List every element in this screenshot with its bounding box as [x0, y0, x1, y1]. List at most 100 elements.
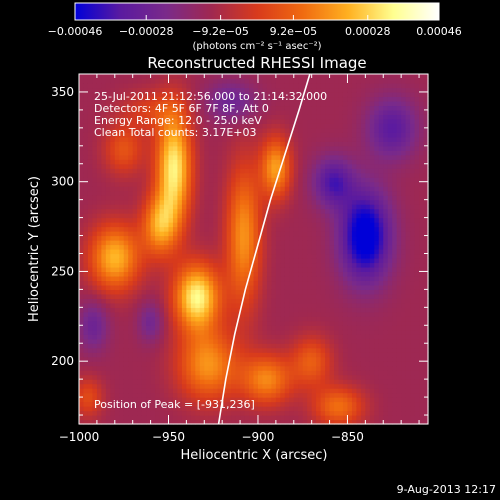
- heatmap-cell: [83, 87, 89, 93]
- heatmap-cell: [271, 392, 277, 398]
- heatmap-cell: [356, 293, 362, 299]
- heatmap-cell: [195, 307, 201, 313]
- heatmap-cell: [155, 136, 161, 142]
- heatmap-cell: [351, 388, 358, 394]
- heatmap-cell: [316, 249, 322, 255]
- heatmap-cell: [334, 271, 340, 277]
- heatmap-cell: [342, 168, 349, 174]
- heatmap-cell: [325, 365, 331, 371]
- heatmap-cell: [199, 249, 205, 255]
- heatmap-cell: [105, 257, 111, 264]
- heatmap-cell: [101, 163, 107, 169]
- heatmap-cell: [137, 280, 143, 286]
- heatmap-cell: [159, 136, 165, 142]
- heatmap-cell: [132, 186, 138, 192]
- heatmap-cell: [208, 419, 214, 425]
- heatmap-cell: [208, 347, 214, 353]
- heatmap-cell: [137, 410, 143, 416]
- heatmap-cell: [334, 74, 340, 80]
- heatmap-cell: [217, 343, 223, 349]
- heatmap-cell: [132, 244, 138, 250]
- colorbar-unit-label: (photons cm⁻² s⁻¹ asec⁻²): [192, 41, 321, 52]
- heatmap-cell: [199, 114, 205, 120]
- heatmap-cell: [177, 127, 183, 133]
- heatmap-cell: [347, 154, 353, 160]
- heatmap-cell: [356, 406, 362, 412]
- heatmap-cell: [271, 383, 277, 389]
- heatmap-cell: [275, 249, 281, 255]
- heatmap-cell: [92, 190, 98, 196]
- heatmap-cell: [159, 410, 165, 416]
- heatmap-cell: [334, 244, 340, 250]
- heatmap-cell: [289, 114, 295, 120]
- heatmap-cell: [146, 262, 152, 268]
- heatmap-cell: [119, 334, 125, 340]
- heatmap-cell: [168, 370, 174, 376]
- heatmap-cell: [320, 105, 326, 111]
- heatmap-cell: [155, 311, 161, 317]
- heatmap-cell: [266, 96, 272, 102]
- heatmap-cell: [146, 365, 152, 371]
- heatmap-cell: [168, 410, 174, 416]
- heatmap-cell: [334, 275, 340, 282]
- heatmap-cell: [204, 284, 210, 290]
- heatmap-cell: [262, 118, 268, 124]
- heatmap-cell: [320, 320, 326, 326]
- heatmap-cell: [320, 289, 326, 295]
- heatmap-cell: [79, 141, 85, 147]
- heatmap-cell: [329, 338, 335, 344]
- heatmap-cell: [262, 177, 268, 183]
- heatmap-cell: [119, 244, 125, 250]
- heatmap-cell: [235, 329, 241, 335]
- heatmap-cell: [195, 293, 201, 299]
- heatmap-cell: [137, 311, 143, 317]
- heatmap-cell: [119, 361, 125, 367]
- heatmap-cell: [266, 159, 272, 165]
- heatmap-cell: [329, 379, 335, 385]
- heatmap-cell: [342, 338, 349, 344]
- heatmap-cell: [181, 415, 187, 421]
- heatmap-cell: [177, 87, 183, 93]
- heatmap-cell: [79, 334, 85, 340]
- heatmap-cell: [114, 280, 120, 286]
- heatmap-cell: [342, 406, 349, 412]
- heatmap-cell: [96, 244, 102, 250]
- heatmap-cell: [96, 253, 102, 259]
- heatmap-cell: [293, 249, 299, 255]
- heatmap-cell: [222, 240, 228, 246]
- heatmap-cell: [351, 298, 358, 304]
- heatmap-cell: [235, 105, 241, 111]
- heatmap-cell: [351, 105, 358, 111]
- heatmap-cell: [213, 397, 219, 403]
- heatmap-cell: [222, 217, 228, 223]
- heatmap-cell: [284, 307, 290, 313]
- heatmap-cell: [266, 284, 272, 290]
- heatmap-cell: [87, 150, 94, 156]
- heatmap-cell: [307, 154, 313, 160]
- heatmap-cell: [114, 284, 120, 290]
- heatmap-cell: [150, 74, 156, 80]
- heatmap-cell: [204, 262, 210, 268]
- heatmap-cell: [208, 370, 214, 376]
- heatmap-cell: [316, 78, 322, 84]
- heatmap-cell: [217, 307, 223, 313]
- heatmap-cell: [132, 361, 138, 367]
- heatmap-cell: [213, 262, 219, 268]
- heatmap-cell: [177, 298, 183, 304]
- heatmap-cell: [177, 177, 183, 183]
- heatmap-cell: [137, 172, 143, 178]
- heatmap-cell: [351, 172, 358, 178]
- heatmap-cell: [231, 127, 237, 133]
- heatmap-cell: [128, 307, 134, 313]
- heatmap-cell: [213, 293, 219, 299]
- heatmap-cell: [164, 249, 170, 255]
- heatmap-cell: [235, 74, 241, 80]
- heatmap-cell: [307, 397, 313, 403]
- heatmap-cell: [123, 347, 129, 353]
- heatmap-cell: [114, 343, 120, 349]
- heatmap-cell: [226, 271, 232, 277]
- heatmap-cell: [141, 406, 147, 412]
- heatmap-cell: [137, 78, 143, 84]
- heatmap-cell: [186, 257, 192, 264]
- heatmap-cell: [338, 177, 344, 183]
